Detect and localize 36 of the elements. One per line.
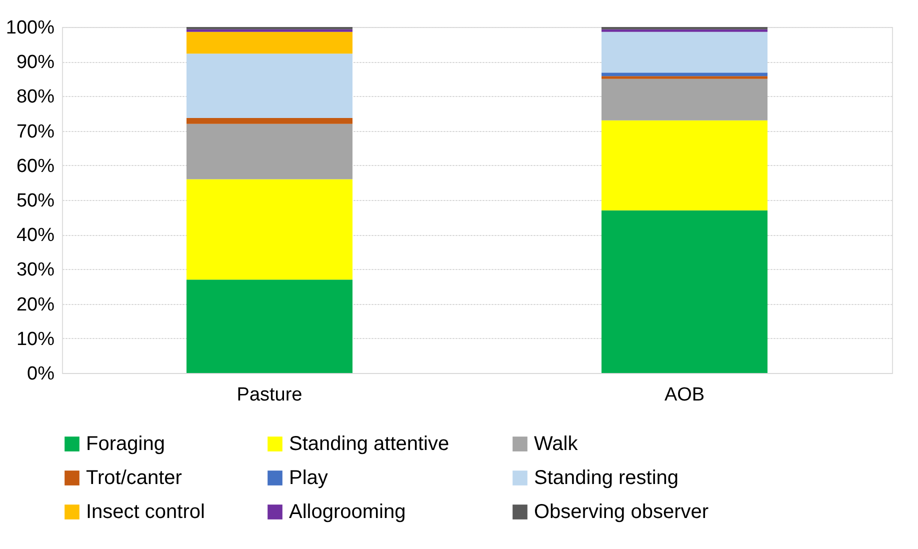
legend-label: Standing attentive xyxy=(289,433,450,455)
y-tick-label: 10% xyxy=(16,328,55,350)
x-tick-label: AOB xyxy=(664,384,705,406)
bar xyxy=(186,179,352,280)
y-tick-label: 50% xyxy=(16,190,55,212)
bar xyxy=(186,29,352,32)
bar xyxy=(602,76,768,79)
bar xyxy=(602,210,768,373)
bar xyxy=(186,124,352,180)
bar xyxy=(602,32,768,73)
legend-label: Observing observer xyxy=(534,501,709,523)
bar xyxy=(186,118,352,124)
bar xyxy=(186,54,352,118)
legend-label: Standing resting xyxy=(534,467,679,489)
bar xyxy=(186,280,352,373)
legend-label: Foraging xyxy=(86,433,165,455)
bar xyxy=(602,120,768,210)
y-tick-label: 80% xyxy=(16,86,55,108)
y-tick-label: 0% xyxy=(27,364,55,384)
legend-label: Play xyxy=(289,467,328,489)
bar xyxy=(186,32,352,54)
y-tick-label: 70% xyxy=(16,121,55,142)
legend-label: Insect control xyxy=(86,501,205,523)
legend-label: Allogrooming xyxy=(289,501,406,523)
y-tick-label: 90% xyxy=(16,52,55,74)
y-tick-label: 20% xyxy=(16,294,55,316)
bar xyxy=(602,78,768,120)
y-tick-label: 40% xyxy=(16,225,55,246)
legend-label: Walk xyxy=(534,433,579,455)
x-tick-label: Pasture xyxy=(236,384,302,406)
legend-label: Trot/canter xyxy=(86,467,182,489)
y-tick-label: 30% xyxy=(16,260,55,281)
y-tick-label: 60% xyxy=(16,156,55,177)
y-tick-label: 100% xyxy=(6,18,55,38)
bar xyxy=(602,72,768,76)
bar xyxy=(602,29,768,32)
